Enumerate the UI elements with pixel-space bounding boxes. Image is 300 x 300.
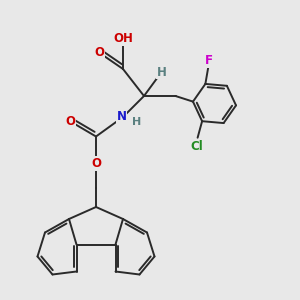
Text: H: H bbox=[157, 65, 167, 79]
Text: OH: OH bbox=[113, 32, 133, 46]
Text: H: H bbox=[132, 117, 141, 128]
Text: O: O bbox=[91, 157, 101, 170]
Text: N: N bbox=[116, 110, 127, 124]
Text: O: O bbox=[94, 46, 104, 59]
Text: F: F bbox=[205, 54, 213, 67]
Text: O: O bbox=[65, 115, 76, 128]
Text: Cl: Cl bbox=[190, 140, 203, 153]
